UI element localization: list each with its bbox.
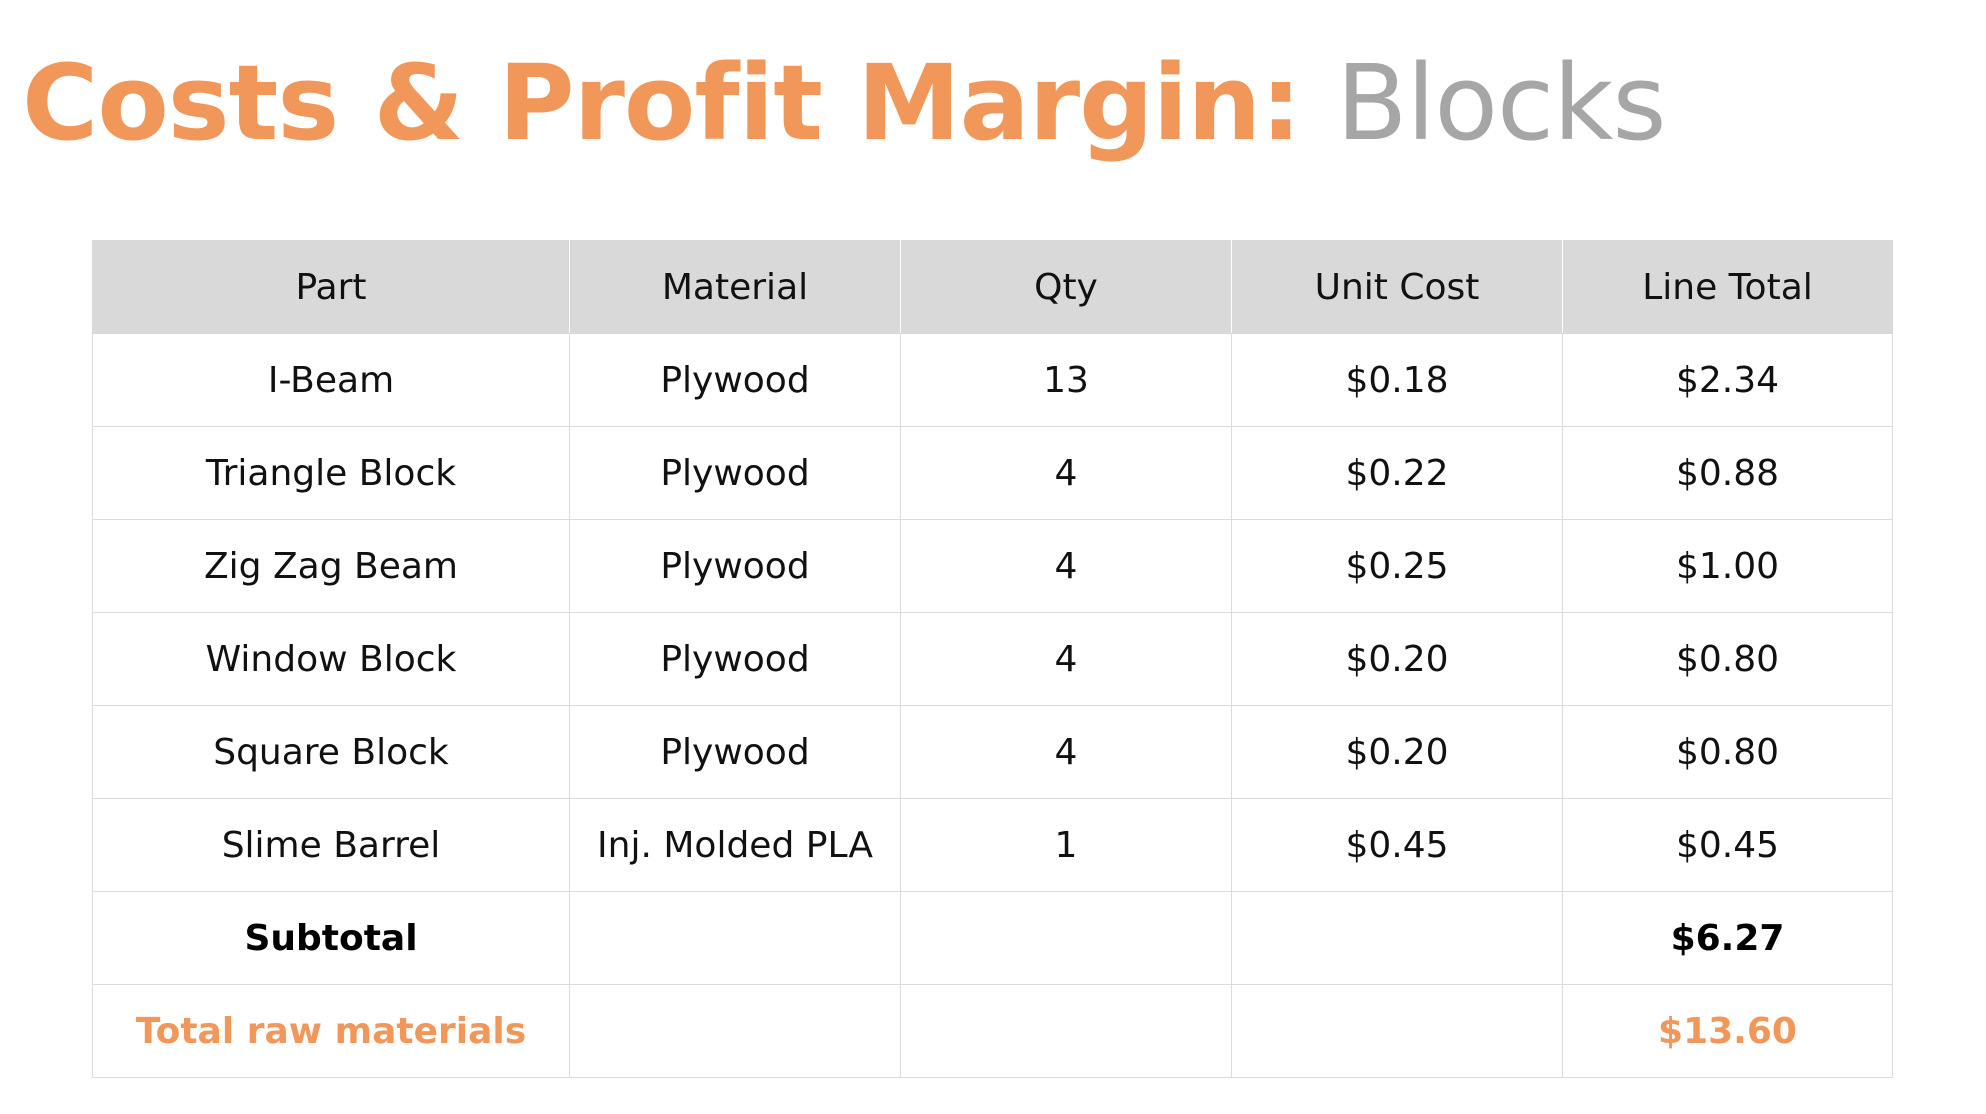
cell-qty: 4 xyxy=(900,705,1232,799)
cell-part: Zig Zag Beam xyxy=(92,519,570,613)
table-row: Slime Barrel Inj. Molded PLA 1 $0.45 $0.… xyxy=(92,798,1893,892)
empty-cell xyxy=(900,891,1232,985)
table-row: Square Block Plywood 4 $0.20 $0.80 xyxy=(92,705,1893,799)
empty-cell xyxy=(569,984,901,1078)
cell-qty: 4 xyxy=(900,612,1232,706)
cell-material: Plywood xyxy=(569,705,901,799)
empty-cell xyxy=(569,891,901,985)
cell-material: Plywood xyxy=(569,426,901,520)
table-row: Triangle Block Plywood 4 $0.22 $0.88 xyxy=(92,426,1893,520)
column-header-qty: Qty xyxy=(900,240,1232,334)
cell-qty: 13 xyxy=(900,333,1232,427)
cell-line-total: $0.88 xyxy=(1562,426,1893,520)
table-header-row: Part Material Qty Unit Cost Line Total xyxy=(92,240,1893,334)
total-label: Total raw materials xyxy=(92,984,570,1078)
column-header-material: Material xyxy=(569,240,901,334)
cell-line-total: $0.80 xyxy=(1562,612,1893,706)
total-row: Total raw materials $13.60 xyxy=(92,984,1893,1078)
cell-part: Triangle Block xyxy=(92,426,570,520)
table-row: I-Beam Plywood 13 $0.18 $2.34 xyxy=(92,333,1893,427)
total-value: $13.60 xyxy=(1562,984,1893,1078)
table-row: Window Block Plywood 4 $0.20 $0.80 xyxy=(92,612,1893,706)
cell-unit-cost: $0.25 xyxy=(1231,519,1563,613)
column-header-part: Part xyxy=(92,240,570,334)
table-row: Zig Zag Beam Plywood 4 $0.25 $1.00 xyxy=(92,519,1893,613)
column-header-unit-cost: Unit Cost xyxy=(1231,240,1563,334)
page-title: Costs & Profit Margin: Blocks xyxy=(22,38,1667,168)
cell-line-total: $0.45 xyxy=(1562,798,1893,892)
title-subject: Blocks xyxy=(1336,42,1666,164)
title-accent: Costs & Profit Margin: xyxy=(22,42,1302,164)
empty-cell xyxy=(900,984,1232,1078)
cell-part: Window Block xyxy=(92,612,570,706)
subtotal-row: Subtotal $6.27 xyxy=(92,891,1893,985)
cell-part: Slime Barrel xyxy=(92,798,570,892)
cell-unit-cost: $0.20 xyxy=(1231,612,1563,706)
cell-line-total: $2.34 xyxy=(1562,333,1893,427)
cell-line-total: $0.80 xyxy=(1562,705,1893,799)
empty-cell xyxy=(1231,984,1563,1078)
empty-cell xyxy=(1231,891,1563,985)
cell-unit-cost: $0.22 xyxy=(1231,426,1563,520)
cell-qty: 4 xyxy=(900,426,1232,520)
cell-qty: 4 xyxy=(900,519,1232,613)
subtotal-label: Subtotal xyxy=(92,891,570,985)
cell-part: Square Block xyxy=(92,705,570,799)
cell-material: Inj. Molded PLA xyxy=(569,798,901,892)
cell-line-total: $1.00 xyxy=(1562,519,1893,613)
cell-qty: 1 xyxy=(900,798,1232,892)
cell-unit-cost: $0.20 xyxy=(1231,705,1563,799)
cell-unit-cost: $0.45 xyxy=(1231,798,1563,892)
cell-material: Plywood xyxy=(569,612,901,706)
cost-table: Part Material Qty Unit Cost Line Total I… xyxy=(92,240,1893,1078)
cell-material: Plywood xyxy=(569,333,901,427)
cell-unit-cost: $0.18 xyxy=(1231,333,1563,427)
subtotal-value: $6.27 xyxy=(1562,891,1893,985)
cell-material: Plywood xyxy=(569,519,901,613)
column-header-line-total: Line Total xyxy=(1562,240,1893,334)
cell-part: I-Beam xyxy=(92,333,570,427)
